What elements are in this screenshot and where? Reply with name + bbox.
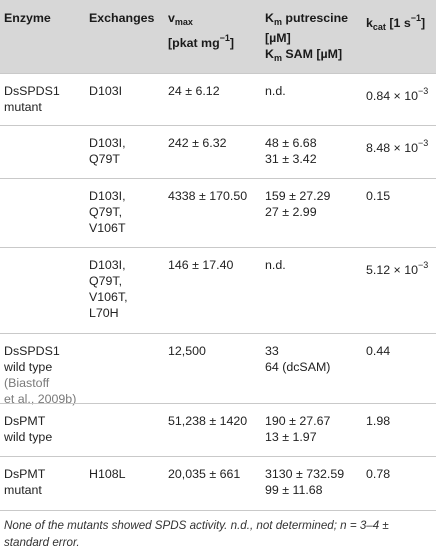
citation-link[interactable]: et al., 2009b) <box>4 392 77 406</box>
exchanges-cell: D103I <box>89 84 123 98</box>
enzyme-cell: DsSPDS1 wild type (Biastoff et al., 2009… <box>4 344 77 406</box>
kinetics-table: Enzyme Exchanges vmax [pkat mg−1] Km put… <box>0 0 436 513</box>
exchanges-cell: D103I, Q79T <box>89 136 126 166</box>
vmax-cell: 20,035 ± 661 <box>168 467 241 481</box>
table-row: DsPMT mutant H108L 20,035 ± 661 3130 ± 73… <box>0 456 436 513</box>
citation-link[interactable]: (Biastoff <box>4 376 50 390</box>
vmax-cell: 4338 ± 170.50 <box>168 189 248 203</box>
header-enzyme: Enzyme <box>4 11 51 25</box>
header-kcat: kcat [1 s−1] <box>366 13 426 32</box>
km-cell: 48 ± 6.68 31 ± 3.42 <box>265 136 317 166</box>
km-cell: 159 ± 27.29 27 ± 2.99 <box>265 189 331 219</box>
table-row: D103I, Q79T 242 ± 6.32 48 ± 6.68 31 ± 3.42… <box>0 125 436 178</box>
vmax-cell: 146 ± 17.40 <box>168 258 234 272</box>
table-footnote: None of the mutants showed SPDS activity… <box>4 519 389 549</box>
km-cell: 3130 ± 732.59 99 ± 11.68 <box>265 467 345 497</box>
kcat-cell: 8.48 × 10−3 <box>366 138 429 155</box>
header-exchanges: Exchanges <box>89 11 155 25</box>
kcat-cell: 0.78 <box>366 467 391 481</box>
enzyme-cell: DsPMT mutant <box>4 467 46 497</box>
table-row: D103I, Q79T, V106T 4338 ± 170.50 159 ± 27.… <box>0 178 436 247</box>
vmax-cell: 242 ± 6.32 <box>168 136 227 150</box>
exchanges-cell: D103I, Q79T, V106T, L70H <box>89 258 128 320</box>
kcat-cell: 0.44 <box>366 344 391 358</box>
exchanges-cell: D103I, Q79T, V106T <box>89 189 126 235</box>
table-row: DsPMT wild type 51,238 ± 1420 190 ± 27.67… <box>0 403 436 456</box>
table-row: D103I, Q79T, V106T, L70H 146 ± 17.40 n.d. 5… <box>0 247 436 333</box>
table-bottom-rule <box>0 510 436 511</box>
km-cell: n.d. <box>265 258 286 272</box>
header-km: Km putrescine [µM] Km SAM [µM] <box>265 11 349 63</box>
table-row: DsSPDS1 mutant D103I 24 ± 6.12 n.d. 0.84 … <box>0 73 436 125</box>
vmax-cell: 51,238 ± 1420 <box>168 414 248 428</box>
exchanges-cell: H108L <box>89 467 126 481</box>
enzyme-cell: DsPMT wild type <box>4 414 53 444</box>
vmax-cell: 12,500 <box>168 344 206 358</box>
km-cell: n.d. <box>265 84 286 98</box>
kcat-cell: 1.98 <box>366 414 391 428</box>
table-header: Enzyme Exchanges vmax [pkat mg−1] Km put… <box>0 0 436 73</box>
kcat-cell: 0.15 <box>366 189 391 203</box>
enzyme-cell: DsSPDS1 mutant <box>4 84 60 114</box>
kcat-cell: 5.12 × 10−3 <box>366 260 429 277</box>
km-cell: 190 ± 27.67 13 ± 1.97 <box>265 414 331 444</box>
header-vmax: vmax [pkat mg−1] <box>168 11 235 50</box>
table-row: DsSPDS1 wild type (Biastoff et al., 2009… <box>0 333 436 406</box>
kcat-cell: 0.84 × 10−3 <box>366 86 429 103</box>
km-cell: 33 64 (dcSAM) <box>265 344 331 374</box>
vmax-cell: 24 ± 6.12 <box>168 84 220 98</box>
